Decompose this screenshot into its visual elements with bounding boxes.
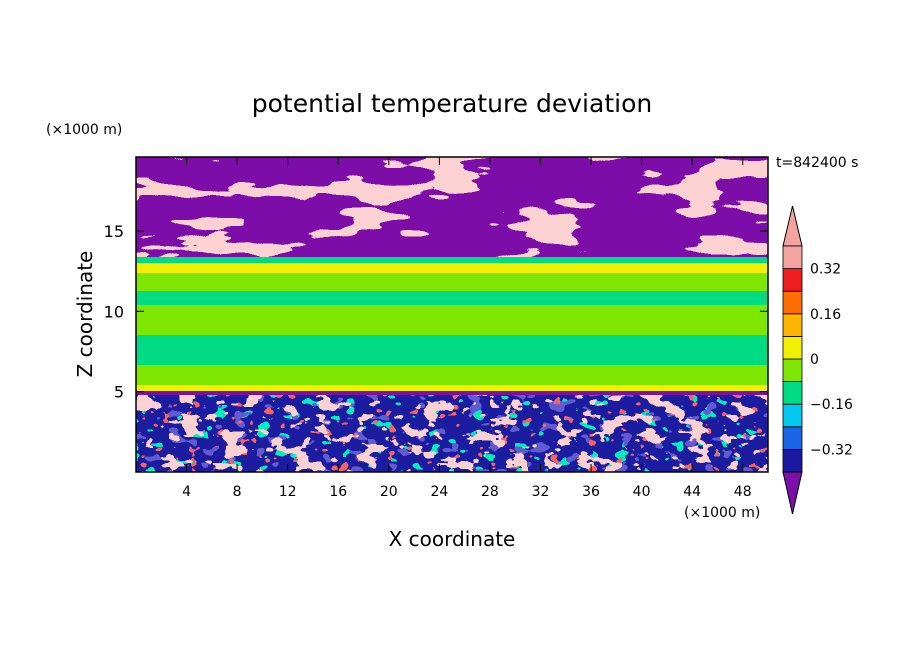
colorbar-bin xyxy=(782,448,803,473)
x-tick-label: 20 xyxy=(380,484,398,500)
colorbar-tick-label: 0 xyxy=(810,352,819,368)
x-tick-label: 36 xyxy=(582,484,600,500)
colorbar-bin xyxy=(782,358,803,383)
x-tick-label: 44 xyxy=(683,484,701,500)
x-tick-label: 48 xyxy=(734,484,752,500)
y-axis-label: Z coordinate xyxy=(73,251,97,378)
colorbar-bin xyxy=(782,245,803,270)
x-tick-label: 28 xyxy=(481,484,499,500)
x-tick-label: 24 xyxy=(430,484,448,500)
colorbar-bin xyxy=(782,335,803,360)
colorbar-bin xyxy=(782,381,803,405)
colorbar-extend-high xyxy=(782,205,803,247)
x-tick-label: 12 xyxy=(279,484,297,500)
y-tick-label: 10 xyxy=(104,302,124,321)
plot-frame xyxy=(135,156,769,473)
x-axis-label: X coordinate xyxy=(389,527,516,551)
x-tick-label: 40 xyxy=(633,484,651,500)
colorbar-tick-label: 0.16 xyxy=(810,307,841,323)
x-tick-label: 32 xyxy=(532,484,550,500)
y-tick-label: 15 xyxy=(104,222,124,241)
colorbar: 0.32 0.16 0 −0.16 −0.32 xyxy=(782,205,853,515)
colorbar-bin xyxy=(782,268,803,292)
colorbar-tick-label: 0.32 xyxy=(810,262,841,278)
x-tick-label: 16 xyxy=(329,484,347,500)
colorbar-tick-label: −0.32 xyxy=(810,442,853,458)
y-tick-label: 5 xyxy=(114,383,124,402)
x-axis: 4 8 12 16 20 24 28 32 36 40 44 48 xyxy=(182,157,752,500)
x-unit-label: (×1000 m) xyxy=(684,505,760,521)
y-axis: 5 10 15 xyxy=(104,222,768,402)
time-label: t=842400 s xyxy=(776,155,858,171)
colorbar-bin xyxy=(782,403,803,428)
colorbar-extend-low xyxy=(782,471,803,515)
chart-title: potential temperature deviation xyxy=(252,89,652,118)
contour-field xyxy=(136,157,768,472)
x-tick-label: 8 xyxy=(233,484,242,500)
x-tick-label: 4 xyxy=(182,484,191,500)
colorbar-bin xyxy=(782,290,803,315)
colorbar-bin xyxy=(782,313,803,337)
colorbar-tick-label: −0.16 xyxy=(810,397,853,413)
y-unit-label: (×1000 m) xyxy=(46,122,122,138)
colorbar-bin xyxy=(782,426,803,450)
